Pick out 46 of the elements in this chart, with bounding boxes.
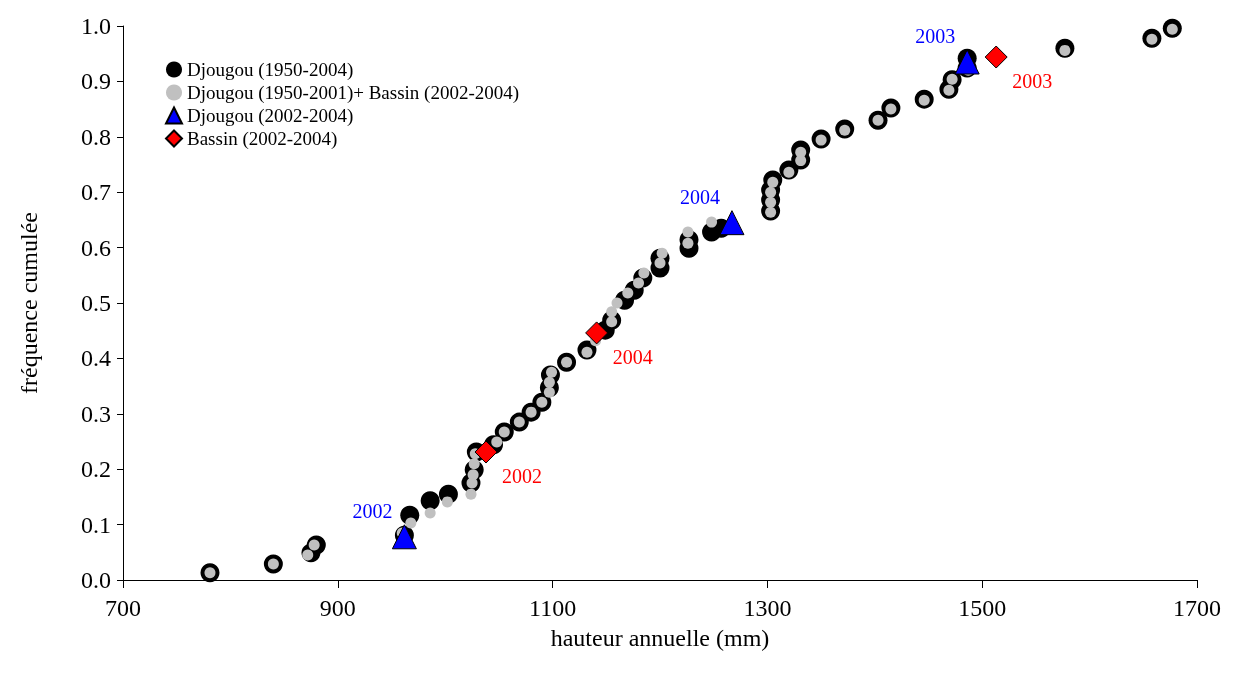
- point: [765, 196, 777, 208]
- y-axis-title: fréquence cumulée: [16, 212, 42, 394]
- y-tick-label: 0.5: [81, 290, 111, 316]
- point: [420, 491, 440, 511]
- y-tick-label: 0.7: [81, 179, 111, 206]
- legend-label: Djougou (2002-2004): [187, 105, 354, 127]
- point: [441, 496, 453, 508]
- point: [585, 321, 609, 345]
- y-tick-label: 0.9: [81, 68, 111, 95]
- point: [474, 440, 498, 464]
- x-tick-label: 700: [105, 595, 141, 621]
- y-tick-label: 0.4: [81, 345, 111, 372]
- annotation: 2004: [612, 345, 653, 368]
- legend-label: Bassin (2002-2004): [187, 128, 338, 150]
- y-tick-label: 0.2: [81, 456, 111, 483]
- point: [984, 45, 1008, 69]
- y-tick-label: 0.6: [81, 234, 111, 261]
- legend-label: Djougou (1950-2001)+ Bassin (2002-2004): [187, 82, 520, 104]
- annotation: 2002: [502, 465, 543, 488]
- point: [954, 49, 980, 75]
- point: [391, 524, 417, 550]
- x-tick-label: 900: [319, 595, 356, 621]
- x-tick-label: 1500: [958, 595, 1007, 621]
- x-axis-title: hauteur annuelle (mm): [550, 625, 770, 651]
- point: [654, 257, 666, 269]
- y-tick-label: 0.3: [81, 400, 111, 427]
- y-tick-label: 0.0: [81, 567, 111, 593]
- x-tick-label: 1300: [743, 595, 792, 621]
- point: [465, 488, 477, 500]
- y-tick-label: 1.0: [81, 13, 111, 39]
- y-tick-label: 0.8: [81, 123, 111, 150]
- point: [424, 507, 436, 519]
- annotation: 2002: [352, 499, 393, 522]
- point: [543, 376, 555, 388]
- x-tick-label: 1100: [529, 595, 577, 621]
- point: [611, 297, 623, 309]
- y-tick-label: 0.1: [81, 511, 111, 538]
- point: [719, 210, 745, 236]
- point: [405, 517, 417, 529]
- annotation: 2003: [1012, 70, 1053, 93]
- point: [706, 216, 718, 228]
- point: [606, 306, 618, 318]
- annotation: 2004: [679, 185, 720, 208]
- x-tick-label: 1700: [1173, 595, 1221, 621]
- annotation: 2003: [915, 25, 956, 48]
- legend-label: Djougou (1950-2004): [187, 59, 354, 81]
